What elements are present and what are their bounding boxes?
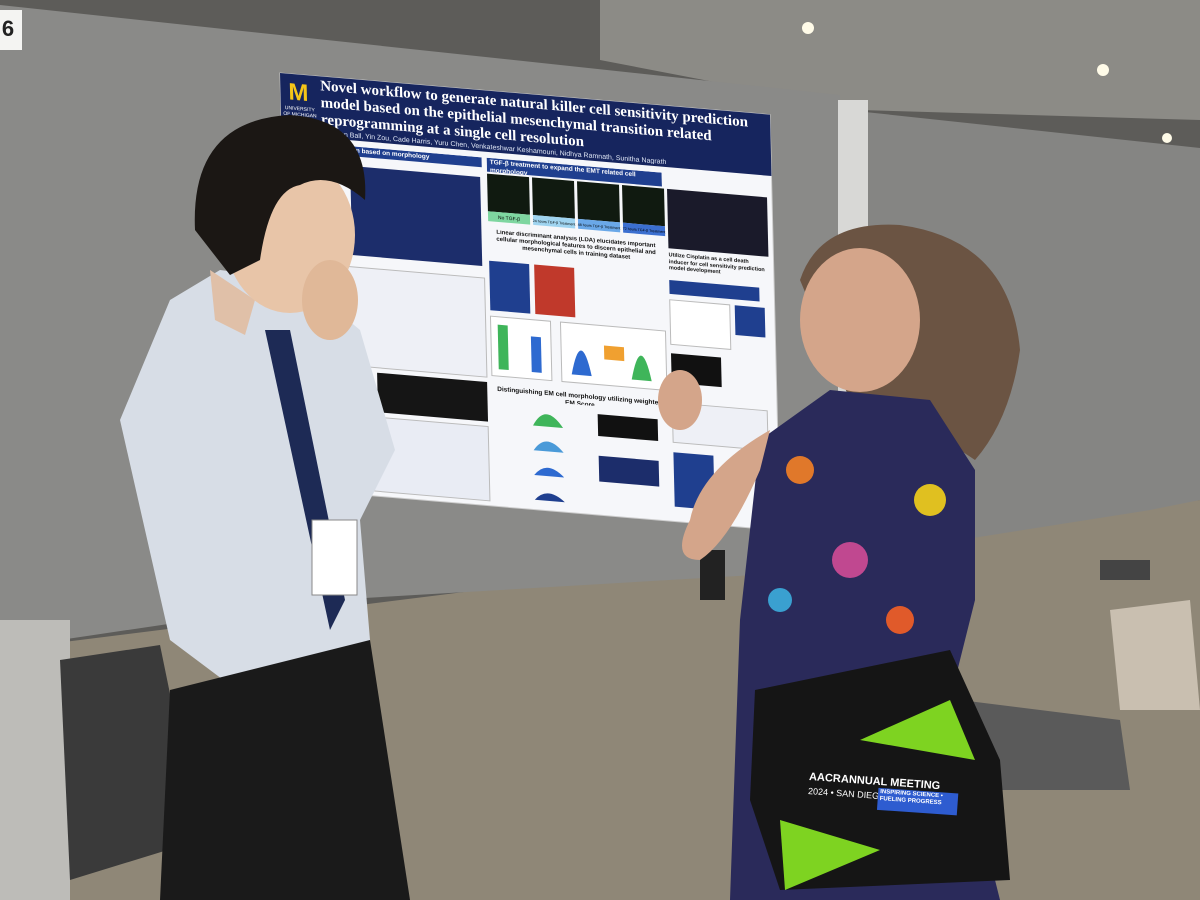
label-box — [577, 218, 621, 233]
pattern — [768, 588, 792, 612]
distribution — [571, 350, 592, 377]
pattern — [886, 606, 914, 634]
wall-post — [0, 620, 70, 900]
panel-label: No TGF-β — [498, 215, 520, 223]
info-box — [669, 279, 760, 302]
neck — [210, 270, 255, 335]
pattern — [832, 542, 868, 578]
booth-sign — [0, 10, 22, 50]
distribution — [533, 441, 564, 453]
badge — [311, 519, 358, 596]
person-pants — [160, 640, 410, 900]
cell-image — [532, 177, 575, 219]
cell-image — [622, 185, 665, 227]
info-box — [598, 455, 660, 487]
label-box — [487, 211, 531, 225]
chair — [960, 700, 1130, 790]
backpack — [1110, 600, 1200, 710]
distribution — [631, 355, 652, 382]
face — [800, 248, 920, 392]
arm — [682, 430, 770, 560]
hair — [194, 115, 366, 275]
hand — [658, 370, 702, 430]
light — [802, 22, 814, 34]
label-box — [532, 215, 576, 229]
arrow — [603, 345, 625, 362]
booth-number: 6 — [2, 16, 14, 41]
bag-panel — [860, 700, 975, 760]
panel-label: 24 hours TGF-β Treatment — [533, 219, 576, 227]
light — [1162, 133, 1172, 143]
bar — [497, 324, 509, 371]
label-box — [622, 222, 666, 237]
distribution — [534, 493, 565, 503]
panel-label: 48 hours TGF-β Treatment — [578, 223, 621, 231]
chart — [669, 299, 732, 350]
panel-label: 72 hours TGF-β Treatment — [623, 227, 666, 235]
bag-panel — [780, 820, 880, 890]
chair — [1100, 560, 1150, 580]
ceiling — [600, 0, 1200, 120]
logo: M — [288, 79, 309, 108]
bag-text: AACR — [809, 771, 842, 785]
hand — [302, 260, 358, 340]
text-box — [350, 165, 483, 267]
person-background — [700, 550, 725, 600]
fluorescence-image — [377, 372, 489, 422]
poster-header — [280, 73, 772, 177]
info-box — [734, 305, 766, 338]
cell-image — [667, 188, 769, 257]
distribution — [534, 467, 565, 478]
bag-logo — [876, 787, 959, 816]
cell-image — [487, 173, 530, 215]
pattern — [786, 456, 814, 484]
distribution — [533, 414, 564, 429]
dress-pattern — [768, 456, 946, 634]
cell-image — [577, 181, 620, 223]
info-box — [534, 264, 576, 318]
pattern — [914, 484, 946, 516]
bar — [530, 336, 542, 373]
cell-image — [597, 414, 659, 442]
info-box — [489, 260, 531, 314]
light — [1097, 64, 1109, 76]
